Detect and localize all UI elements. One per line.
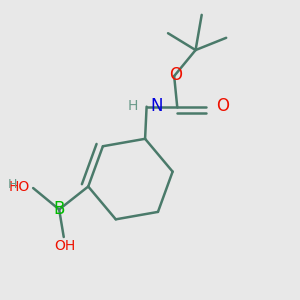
Text: N: N — [150, 97, 163, 115]
Text: H: H — [8, 178, 17, 191]
Text: B: B — [53, 200, 65, 218]
Text: OH: OH — [55, 239, 76, 253]
Text: H: H — [128, 99, 138, 113]
Text: O: O — [169, 66, 182, 84]
Text: O: O — [216, 97, 230, 115]
Text: HO: HO — [8, 180, 29, 194]
